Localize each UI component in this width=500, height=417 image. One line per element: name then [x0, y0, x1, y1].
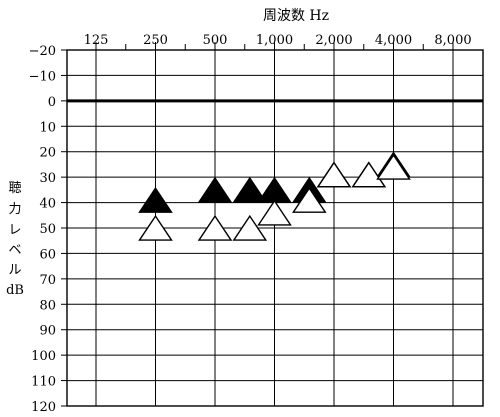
- y-tick-label: 60: [39, 247, 56, 262]
- y-axis-label-char: dB: [6, 283, 24, 298]
- x-tick-label: 250: [143, 33, 168, 48]
- y-axis-label-char: ル: [8, 263, 21, 278]
- x-tick-label: 8,000: [434, 33, 471, 48]
- y-tick-label: 70: [39, 273, 56, 288]
- x-tick-label: 2,000: [315, 33, 352, 48]
- open-triangle-marker: [197, 214, 233, 241]
- y-tick-label: 90: [39, 324, 56, 339]
- x-tick-label: 4,000: [375, 33, 412, 48]
- y-tick-label: 30: [39, 171, 56, 186]
- y-tick-labels: −20 −10 0 10 20 30 40 50 60 70 80 90 100 110 120: [29, 44, 56, 415]
- filled-triangle-marker: [138, 186, 173, 213]
- chart-title: 周波数 Hz: [263, 8, 329, 24]
- y-tick-label: 110: [31, 375, 56, 390]
- open-triangle-marker: [138, 214, 173, 241]
- filled-triangle-marker: [232, 176, 268, 203]
- y-tick-label: 20: [39, 146, 56, 161]
- y-tick-label: 50: [39, 222, 56, 237]
- open-triangle-marker: [257, 199, 292, 226]
- y-tick-label: 0: [48, 95, 56, 110]
- y-axis-label-char: 聴: [8, 181, 21, 196]
- y-axis-label-char: ベ: [8, 243, 21, 258]
- x-tick-label: 500: [203, 33, 228, 48]
- y-axis-label-char: 力: [8, 202, 21, 217]
- open-triangle-marker: [291, 186, 327, 213]
- open-triangle-marker: [376, 153, 411, 180]
- y-tick-label: −10: [29, 69, 56, 84]
- y-tick-label: −20: [29, 44, 56, 59]
- y-tick-label: 10: [39, 120, 56, 135]
- filled-triangle-marker: [197, 176, 233, 203]
- grid: [61, 42, 484, 407]
- filled-triangle-marker: [257, 176, 292, 203]
- y-tick-label: 120: [31, 400, 56, 415]
- y-tick-label: 80: [39, 298, 56, 313]
- x-tick-label: 125: [84, 33, 109, 48]
- data-markers: [138, 151, 411, 241]
- x-tick-label: 1,000: [256, 33, 293, 48]
- open-triangle-marker: [316, 161, 352, 188]
- open-triangle-marker: [351, 161, 387, 188]
- y-tick-label: 40: [39, 197, 56, 212]
- y-tick-label: 100: [31, 349, 56, 364]
- open-triangle-marker: [232, 214, 268, 241]
- x-tick-labels: 125 250 500 1,000 2,000 4,000 8,000: [84, 33, 472, 48]
- y-axis-label-char: レ: [8, 223, 21, 238]
